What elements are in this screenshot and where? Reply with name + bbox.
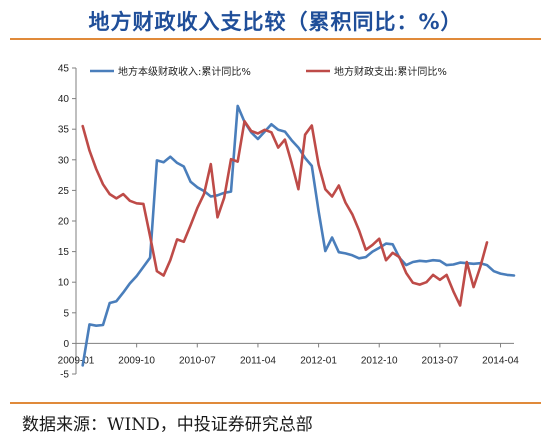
title-divider (10, 38, 541, 40)
series-line-0 (81, 104, 516, 367)
x-tick-label: 2014-04 (482, 355, 519, 366)
legend: 地方本级财政收入:累计同比% 地方财政支出:累计同比% (90, 65, 447, 78)
x-tick-label: 2012-01 (300, 355, 337, 366)
y-tick-label: 30 (58, 155, 70, 166)
x-tick-label: 2013-07 (422, 355, 459, 366)
y-tick-label: 40 (58, 94, 70, 105)
series-lines (81, 104, 516, 367)
footer-divider (10, 402, 541, 404)
y-tick-label: 20 (58, 217, 70, 228)
y-tick-label: 15 (58, 247, 70, 258)
x-tick-label: 2009-10 (118, 355, 155, 366)
y-tick-label: 45 (58, 64, 70, 75)
y-tick-label: 25 (58, 186, 70, 197)
axes: -5 0 5 10 15 20 25 30 35 40 45 2009-01 2009-10 2010-0… (58, 64, 520, 381)
y-tick-label: 0 (63, 339, 69, 350)
x-tick-label: 2009-01 (58, 355, 95, 366)
legend-label: 地方财政支出:累计同比% (334, 65, 447, 78)
x-tick-label: 2010-07 (179, 355, 216, 366)
y-tick-label: 35 (58, 125, 70, 136)
y-tick-label: -5 (60, 370, 69, 381)
chart-title: 地方财政收入支比较（累积同比：%） (88, 10, 463, 34)
y-tick-label: 5 (63, 308, 69, 319)
line-chart: -5 0 5 10 15 20 25 30 35 40 45 2009-01 2009-10 2010-0… (58, 64, 520, 381)
legend-label: 地方本级财政收入:累计同比% (118, 65, 251, 78)
y-tick-label: 10 (58, 278, 70, 289)
x-tick-label: 2012-10 (361, 355, 398, 366)
x-tick-label: 2011-04 (240, 355, 276, 366)
series-line-1 (81, 119, 489, 307)
data-source-note: 数据来源：WIND，中投证券研究总部 (22, 415, 313, 435)
